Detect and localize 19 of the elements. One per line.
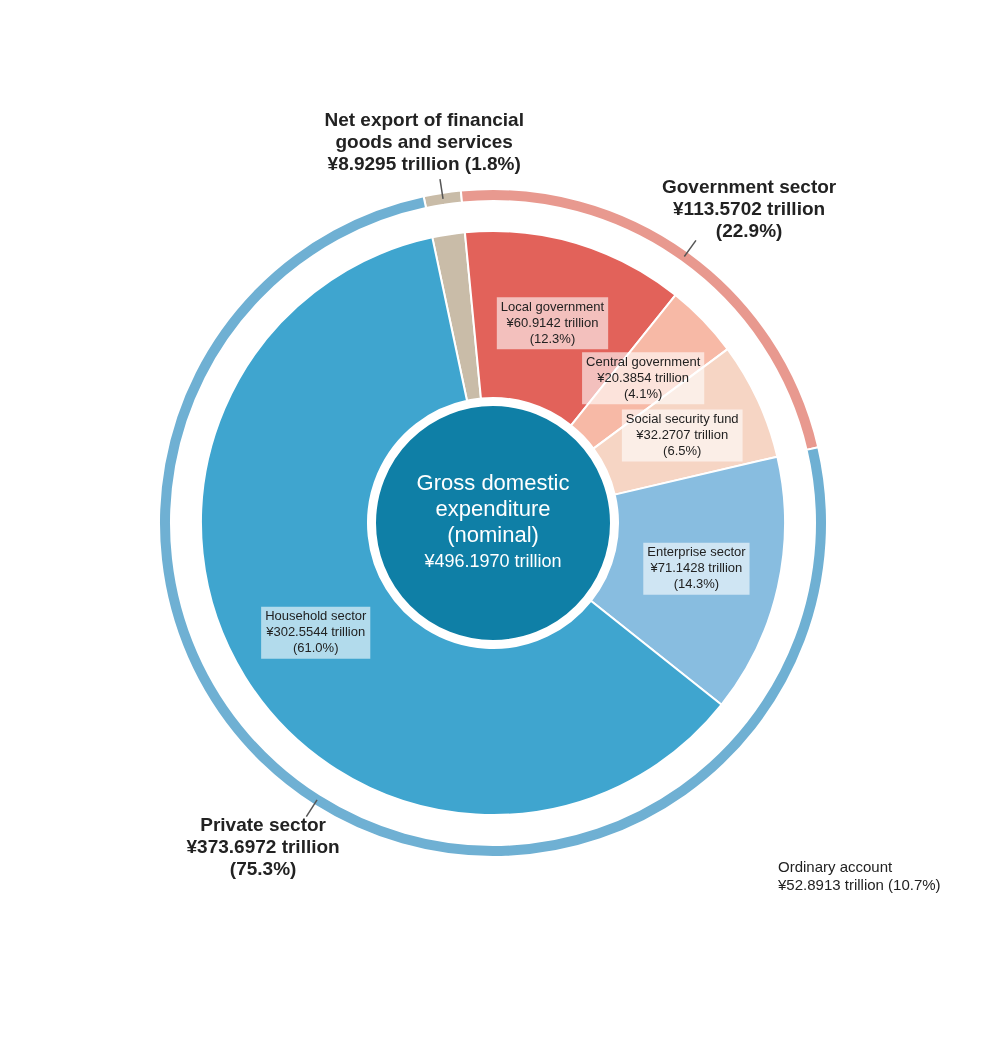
data-label: ¥302.5544 trillion (61.0%) <box>265 624 366 656</box>
slice-label: Household sector <box>265 608 367 624</box>
slice-label: Private sector <box>200 814 327 836</box>
text: ¥496.1970 trillion <box>423 550 562 571</box>
slice-label: Local government <box>500 298 605 314</box>
data-label: ¥60.9142 trillion (12.3%) <box>505 314 599 346</box>
data-label: ¥373.6972 trillion (75.3%) <box>186 836 340 880</box>
slice-label: Enterprise sector <box>647 544 747 560</box>
slice-label: Net export of financial goods and services <box>324 108 524 152</box>
data-label: ¥71.1428 trillion (14.3%) <box>649 560 743 592</box>
text: Ordinary account ¥52.8913 trillion (10.7%) <box>777 858 941 894</box>
text: Gross domestic expenditure (nominal) <box>416 470 570 548</box>
data-label: ¥32.2707 trillion (6.5%) <box>635 427 729 459</box>
data-label: ¥113.5702 trillion (22.9%) <box>673 198 826 242</box>
slice-label: Central government <box>586 353 701 369</box>
data-label: ¥8.9295 trillion (1.8%) <box>327 152 521 174</box>
slice-label: Social security fund <box>625 411 739 427</box>
data-label: ¥20.3854 trillion (4.1%) <box>596 369 690 401</box>
slice-label: Government sector <box>661 176 837 198</box>
